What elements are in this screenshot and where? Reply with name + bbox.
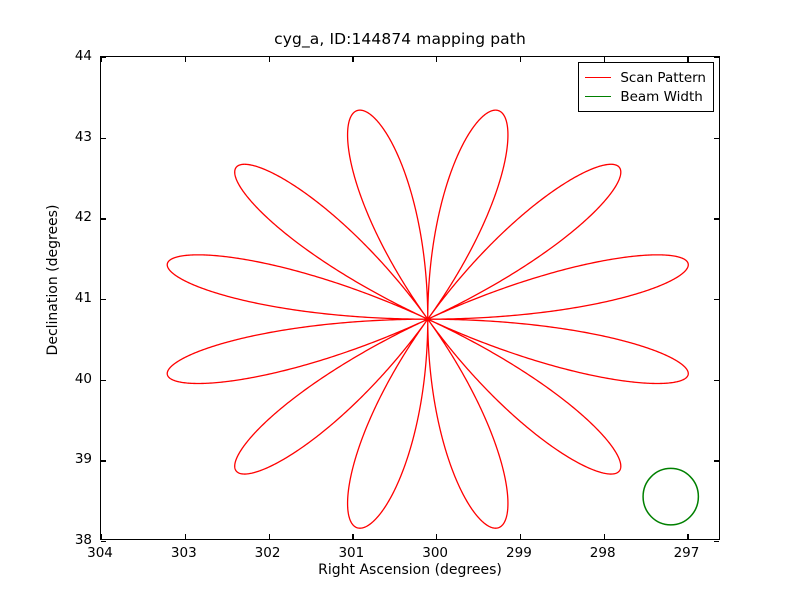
y-axis-label: Declination (degrees) [45,204,61,356]
page-title: cyg_a, ID:144874 mapping path [274,30,526,48]
y-tick-mark [101,541,106,543]
y-tick-mark [714,379,719,381]
x-tick-mark [352,57,354,62]
x-tick-label: 304 [87,545,113,561]
y-tick-mark [101,137,106,139]
y-tick-label: 41 [74,290,92,306]
x-tick-label: 300 [422,545,449,561]
x-tick-mark [436,57,438,62]
y-tick-mark [101,218,106,220]
x-tick-mark [268,534,270,539]
legend-label-scan-pattern: Scan Pattern [620,69,706,86]
y-tick-mark [714,137,719,139]
x-tick-mark [352,534,354,539]
x-tick-label: 303 [170,545,197,561]
x-tick-mark [519,534,522,539]
x-tick-mark [184,57,186,62]
y-tick-mark [714,299,719,301]
plot-axes: Scan Pattern Beam Width [100,56,720,543]
beam-width-circle [642,467,700,526]
x-tick-mark [436,534,438,539]
y-tick-mark [714,218,719,220]
legend: Scan Pattern Beam Width [578,62,714,112]
plot-canvas [166,109,700,529]
legend-label-beam-width: Beam Width [620,88,703,105]
y-tick-mark [714,460,719,462]
y-tick-mark [101,57,106,59]
y-tick-mark [101,379,106,381]
legend-item-scan-pattern: Scan Pattern [585,68,706,87]
y-tick-label: 38 [74,532,92,548]
x-tick-label: 299 [506,545,532,561]
x-tick-mark [101,534,103,539]
x-tick-mark [603,534,605,539]
y-tick-label: 42 [74,209,92,226]
y-tick-label: 44 [74,48,92,64]
x-tick-mark [519,57,522,62]
x-tick-mark [603,57,605,62]
x-tick-label: 297 [673,545,700,561]
y-tick-mark [101,460,106,462]
legend-swatch-scan-pattern [585,77,612,78]
legend-swatch-beam-width [585,96,612,97]
x-tick-label: 298 [589,545,616,561]
y-tick-label: 43 [74,128,92,145]
legend-item-beam-width: Beam Width [585,87,706,106]
x-tick-mark [268,57,270,62]
y-tick-mark [714,57,719,59]
y-tick-label: 40 [74,370,92,387]
x-tick-label: 302 [254,545,281,561]
x-tick-mark [687,57,689,62]
scan-pattern-curve [166,109,689,529]
y-tick-mark [101,299,106,301]
y-tick-label: 39 [74,451,92,468]
x-axis-label: Right Ascension (degrees) [318,562,502,578]
x-tick-mark [184,534,186,539]
y-tick-mark [714,541,719,543]
x-tick-label: 301 [338,545,365,561]
x-tick-mark [687,534,689,539]
x-tick-mark [101,57,103,62]
